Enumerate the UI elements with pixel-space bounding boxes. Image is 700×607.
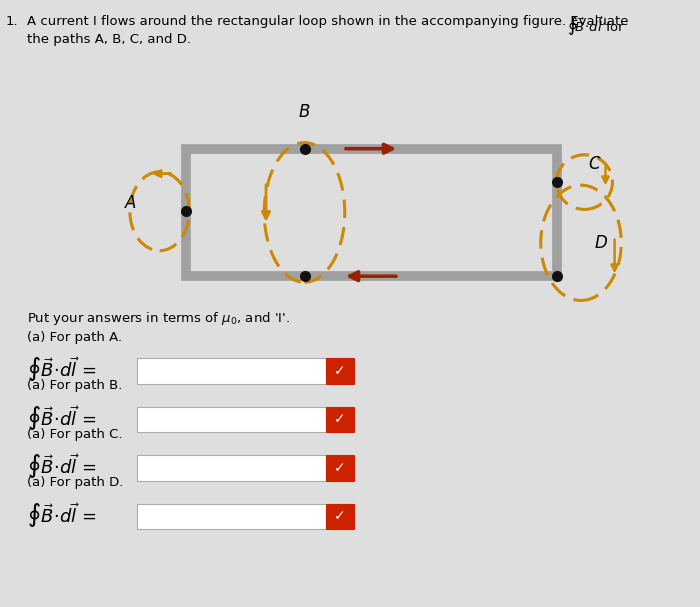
Text: A current I flows around the rectangular loop shown in the accompanying figure. : A current I flows around the rectangular…: [27, 15, 632, 28]
Text: $\oint\!\vec{B}\!\cdot\!d\vec{l}$ for: $\oint\!\vec{B}\!\cdot\!d\vec{l}$ for: [567, 15, 625, 38]
Text: C: C: [588, 155, 600, 173]
FancyBboxPatch shape: [326, 407, 354, 432]
Text: Put your answers in terms of $\mu_0$, and 'I'.: Put your answers in terms of $\mu_0$, an…: [27, 310, 290, 327]
Text: (a) For path D.: (a) For path D.: [27, 476, 123, 489]
Text: the paths A, B, C, and D.: the paths A, B, C, and D.: [27, 33, 190, 46]
Text: ✓: ✓: [334, 461, 345, 475]
Text: $\oint\vec{B}\!\cdot\!d\vec{l}$ =: $\oint\vec{B}\!\cdot\!d\vec{l}$ =: [27, 501, 97, 530]
Text: (a) For path A.: (a) For path A.: [27, 331, 122, 344]
Text: ✓: ✓: [334, 509, 345, 524]
Text: B: B: [299, 103, 310, 121]
FancyBboxPatch shape: [136, 455, 326, 481]
Text: ✓: ✓: [334, 412, 345, 427]
Text: $\oint\vec{B}\!\cdot\!d\vec{l}$ =: $\oint\vec{B}\!\cdot\!d\vec{l}$ =: [27, 355, 97, 384]
Text: D: D: [595, 234, 608, 252]
FancyBboxPatch shape: [136, 504, 326, 529]
Text: $\oint\vec{B}\!\cdot\!d\vec{l}$ =: $\oint\vec{B}\!\cdot\!d\vec{l}$ =: [27, 404, 97, 433]
Text: (a) For path B.: (a) For path B.: [27, 379, 122, 392]
FancyBboxPatch shape: [326, 455, 354, 481]
Text: (a) For path C.: (a) For path C.: [27, 428, 122, 441]
FancyBboxPatch shape: [326, 504, 354, 529]
FancyBboxPatch shape: [326, 358, 354, 384]
Text: A: A: [125, 194, 136, 212]
Text: ✓: ✓: [334, 364, 345, 378]
Text: $\oint\vec{B}\!\cdot\!d\vec{l}$ =: $\oint\vec{B}\!\cdot\!d\vec{l}$ =: [27, 452, 97, 481]
FancyBboxPatch shape: [136, 407, 326, 432]
FancyBboxPatch shape: [136, 358, 326, 384]
Text: 1.: 1.: [6, 15, 18, 28]
